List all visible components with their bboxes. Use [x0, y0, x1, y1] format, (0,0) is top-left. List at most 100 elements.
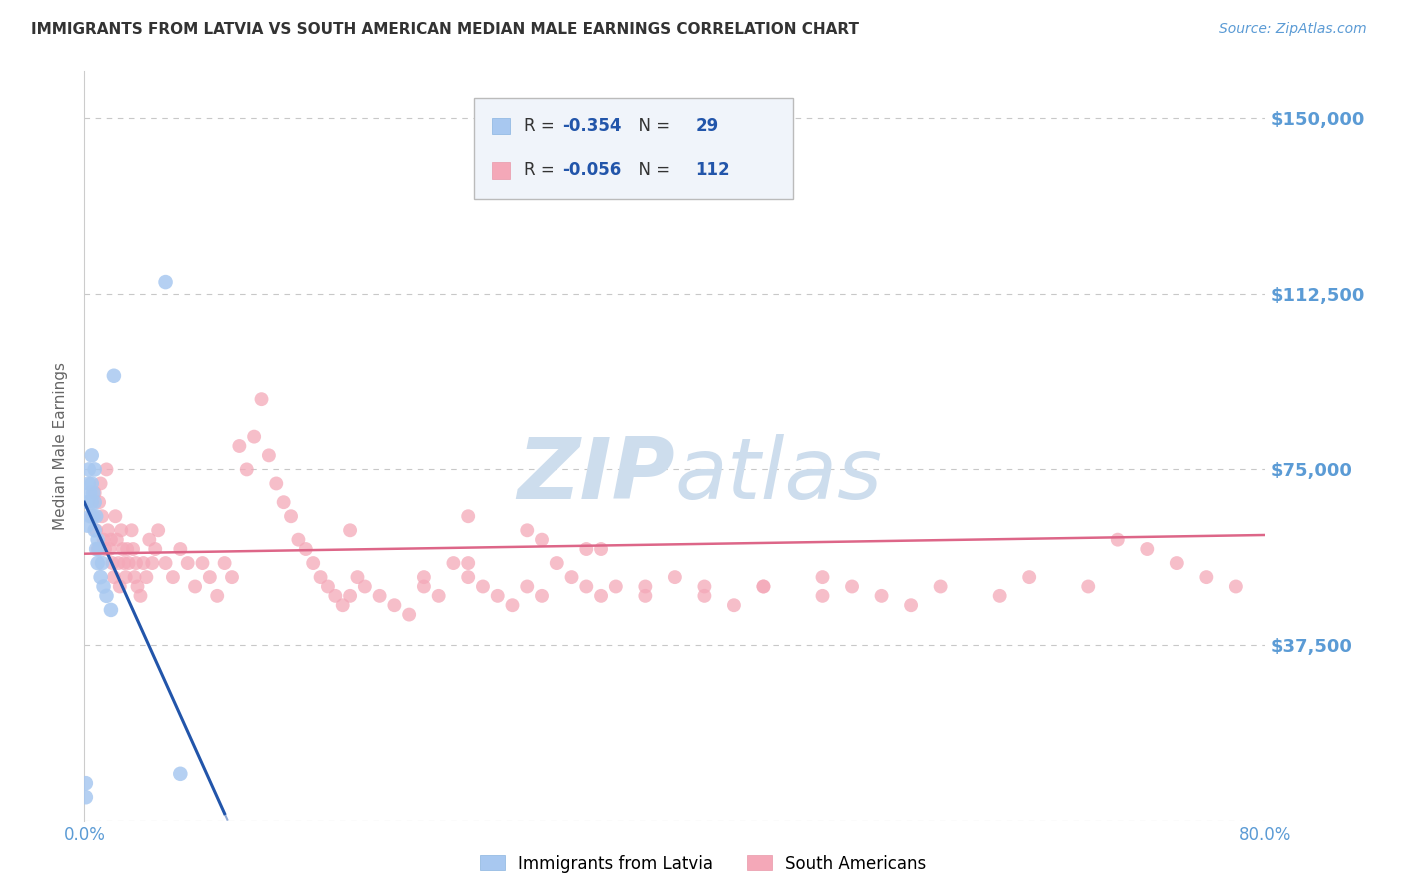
Point [129, 589, 152, 603]
Point [169, 767, 191, 781]
Point [561, 570, 583, 584]
FancyBboxPatch shape [492, 118, 510, 134]
Text: -0.056: -0.056 [562, 161, 621, 179]
Point [1018, 570, 1040, 584]
Point [122, 542, 145, 557]
Point [413, 580, 436, 594]
Point [841, 580, 863, 594]
Point [101, 556, 124, 570]
Point [76, 518, 98, 533]
Point [90, 570, 112, 584]
Point [752, 580, 775, 594]
Point [280, 509, 302, 524]
Point [398, 607, 420, 622]
Point [1225, 580, 1247, 594]
Point [115, 542, 138, 557]
Point [80, 449, 103, 463]
Point [382, 599, 406, 613]
Point [1107, 533, 1129, 547]
Text: IMMIGRANTS FROM LATVIA VS SOUTH AMERICAN MEDIAN MALE EARNINGS CORRELATION CHART: IMMIGRANTS FROM LATVIA VS SOUTH AMERICAN… [31, 22, 859, 37]
Point [100, 533, 122, 547]
Point [121, 523, 143, 537]
Point [207, 589, 229, 603]
Point [80, 509, 103, 524]
Point [114, 570, 136, 584]
Point [107, 556, 129, 570]
Point [346, 570, 368, 584]
Text: N =: N = [628, 117, 675, 135]
Point [457, 570, 479, 584]
Point [236, 462, 259, 476]
Point [76, 495, 98, 509]
Point [486, 589, 509, 603]
Point [870, 589, 893, 603]
Point [443, 556, 465, 570]
Point [287, 533, 309, 547]
Point [228, 439, 250, 453]
Point [103, 570, 125, 584]
Point [332, 599, 354, 613]
Point [198, 570, 221, 584]
Point [546, 556, 568, 570]
Point [339, 523, 361, 537]
Point [1136, 542, 1159, 557]
Point [693, 580, 716, 594]
Point [169, 542, 191, 557]
Point [693, 589, 716, 603]
Point [84, 523, 107, 537]
Point [96, 462, 118, 476]
Point [988, 589, 1011, 603]
Text: R =: R = [524, 117, 560, 135]
Point [125, 556, 148, 570]
FancyBboxPatch shape [474, 97, 793, 199]
Point [94, 542, 117, 557]
Point [266, 476, 288, 491]
Point [112, 556, 135, 570]
Point [1166, 556, 1188, 570]
Point [575, 580, 598, 594]
Point [155, 275, 177, 289]
Text: -0.354: -0.354 [562, 117, 621, 135]
Point [531, 533, 554, 547]
Point [105, 533, 128, 547]
Point [86, 542, 108, 557]
Point [900, 599, 922, 613]
Point [91, 556, 114, 570]
Point [155, 556, 177, 570]
Point [811, 589, 834, 603]
Point [110, 523, 132, 537]
Point [634, 580, 657, 594]
Point [77, 462, 100, 476]
Point [516, 523, 538, 537]
Point [501, 599, 523, 613]
Point [93, 533, 115, 547]
Point [84, 542, 107, 557]
Point [82, 485, 104, 500]
Point [79, 485, 101, 500]
Point [104, 509, 127, 524]
Point [309, 570, 332, 584]
Point [929, 580, 952, 594]
Point [83, 485, 105, 500]
Legend: Immigrants from Latvia, South Americans: Immigrants from Latvia, South Americans [474, 848, 932, 880]
Point [368, 589, 391, 603]
Point [97, 523, 120, 537]
Text: atlas: atlas [675, 434, 883, 517]
Point [472, 580, 495, 594]
Point [127, 580, 149, 594]
Point [143, 542, 166, 557]
Point [93, 580, 115, 594]
Point [83, 523, 105, 537]
Point [84, 509, 107, 524]
Text: ZIP: ZIP [517, 434, 675, 517]
Point [87, 495, 111, 509]
Point [811, 570, 834, 584]
Point [591, 542, 613, 557]
Point [243, 430, 266, 444]
Point [664, 570, 686, 584]
Point [295, 542, 318, 557]
Point [138, 533, 160, 547]
Point [91, 509, 114, 524]
Point [339, 589, 361, 603]
Y-axis label: Median Male Earnings: Median Male Earnings [53, 362, 69, 530]
